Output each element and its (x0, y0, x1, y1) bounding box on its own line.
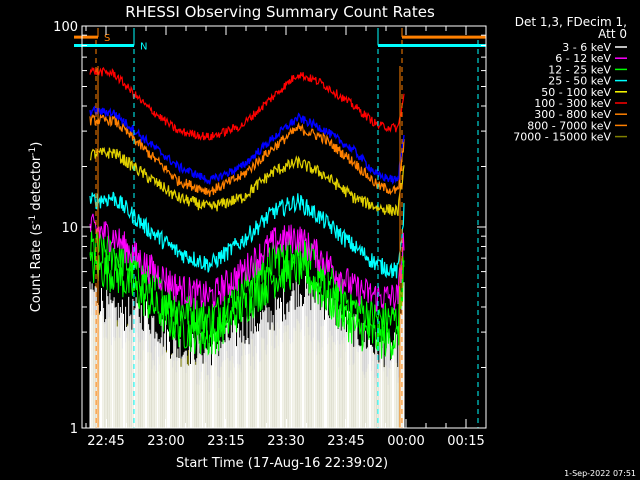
legend-label: 800 - 7000 keV (527, 119, 611, 132)
x-tick-label: 23:15 (207, 434, 244, 449)
x-tick-label: 22:45 (87, 434, 124, 449)
y-axis-label-main: Count Rate (s (29, 224, 44, 313)
y-axis-label-tail: detector (29, 155, 44, 215)
y-axis-label-sup: -1 (28, 215, 38, 224)
y-tick-label: 10 (61, 221, 78, 236)
x-axis: 22:45 23:00 23:15 23:30 23:45 00:00 00:15 (85, 26, 487, 449)
legend-label: 12 - 25 keV (548, 63, 611, 76)
series-100-300-kev (89, 66, 405, 141)
plot-area: SN (74, 25, 487, 429)
legend-label: 7000 - 15000 keV (513, 131, 611, 144)
series-blue-band (89, 105, 405, 185)
legend-label: 300 - 800 keV (534, 108, 611, 121)
x-tick-label: 00:00 (387, 434, 424, 449)
legend-header-line2: Att 0 (598, 27, 627, 41)
series-6-12-kev (89, 213, 405, 312)
legend-label: 25 - 50 keV (548, 75, 611, 88)
flag-label: S (104, 33, 110, 44)
legend-header-line1: Det 1,3, FDecim 1, (515, 15, 627, 29)
y-axis-label-close: ) (29, 142, 44, 147)
series-layer (89, 66, 405, 428)
series-12-25-kev-floor (89, 251, 405, 360)
legend-label: 50 - 100 keV (541, 86, 611, 99)
y-axis-label-tail-sup: -1 (28, 147, 38, 156)
chart-title: RHESSI Observing Summary Count Rates (125, 3, 435, 21)
legend-label: 6 - 12 keV (555, 52, 611, 65)
y-axis: 1 10 100 (53, 20, 486, 437)
x-axis-label: Start Time (17-Aug-16 22:39:02) (176, 456, 388, 471)
legend-label: 3 - 6 keV (562, 41, 611, 54)
y-tick-label: 1 (70, 422, 78, 437)
x-tick-label: 23:45 (327, 434, 364, 449)
x-tick-label: 00:15 (447, 434, 484, 449)
series-25-50-kev (89, 191, 405, 279)
series-50-100-kev (89, 146, 405, 216)
y-axis-label: Count Rate (s-1 detector-1) (28, 142, 44, 313)
marker-layer (95, 40, 479, 428)
legend-label: 100 - 300 keV (534, 97, 611, 110)
footer-timestamp: 1-Sep-2022 07:51 (564, 469, 636, 478)
x-tick-label: 23:30 (267, 434, 304, 449)
series-300-800-kev (89, 113, 405, 197)
x-tick-label: 23:00 (147, 434, 184, 449)
y-tick-label: 100 (53, 20, 78, 35)
flag-label: N (140, 41, 147, 52)
